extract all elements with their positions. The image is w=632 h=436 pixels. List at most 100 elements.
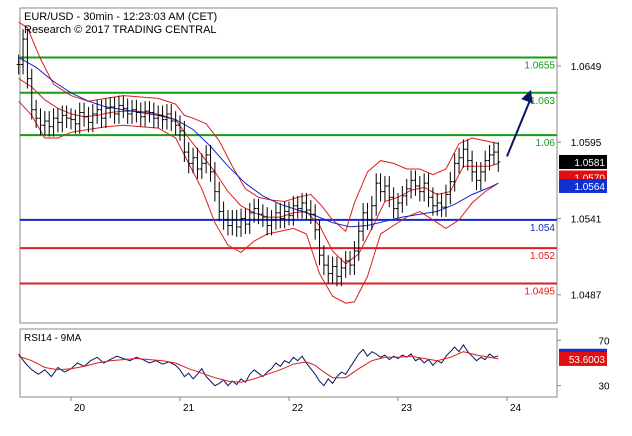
price-bar: [99, 99, 104, 129]
price-bar: [51, 108, 56, 137]
bollinger-lower-line: [18, 100, 499, 304]
price-bar: [382, 176, 387, 202]
price-bar: [86, 106, 91, 133]
price-bar: [239, 208, 244, 237]
svg-text:1.0581: 1.0581: [574, 158, 605, 169]
rsi-y-tick-label-1: 30: [598, 382, 610, 393]
price-bar: [496, 142, 501, 172]
svg-text:1.0564: 1.0564: [574, 182, 605, 193]
price-bar: [225, 209, 230, 236]
price-bar: [282, 201, 287, 229]
price-bar: [396, 193, 400, 219]
price-bar: [404, 178, 409, 206]
price-bar: [16, 54, 21, 75]
price-bar: [143, 101, 148, 127]
price-bar: [365, 202, 370, 230]
price-bar: [217, 181, 222, 222]
current-price-badge: 1.0581: [559, 154, 607, 169]
price-bar: [234, 209, 239, 237]
price-bar: [178, 115, 182, 141]
price-bar: [29, 68, 34, 120]
rsi-title: RSI14 - 9MA: [24, 333, 82, 344]
price-bar: [321, 245, 326, 275]
price-bar: [278, 202, 283, 229]
price-bar: [151, 102, 156, 129]
price-bar: [330, 256, 335, 284]
price-bar: [208, 145, 213, 182]
price-bar: [378, 173, 383, 202]
price-bar: [125, 98, 130, 124]
price-bar: [356, 221, 361, 261]
price-bar: [448, 171, 453, 205]
ma-layer: [18, 56, 499, 265]
price-bar: [295, 195, 300, 219]
price-bar: [478, 161, 483, 191]
price-bar: [34, 99, 39, 129]
price-bar: [42, 111, 47, 136]
price-bar: [64, 105, 69, 129]
x-tick-label-1: 21: [183, 403, 195, 414]
price-bar: [461, 139, 466, 168]
price-bar: [182, 121, 187, 162]
forecast-arrow-shaft: [506, 97, 532, 157]
price-bar: [483, 150, 488, 182]
moving-average-fast-line: [18, 78, 499, 265]
price-bar: [470, 150, 475, 182]
price-bar: [374, 173, 379, 216]
price-bar: [82, 102, 87, 127]
price-bar: [474, 161, 479, 191]
price-bar: [186, 142, 191, 174]
price-bar: [164, 104, 169, 130]
price-bar: [313, 204, 318, 240]
price-bar: [273, 202, 278, 230]
price-bar: [343, 250, 348, 278]
price-bar: [369, 195, 374, 230]
price-bar: [308, 200, 313, 225]
price-bar: [352, 241, 357, 275]
price-bar: [260, 204, 265, 227]
price-bar: [169, 104, 174, 131]
price-bar: [116, 95, 121, 124]
price-bar: [400, 185, 405, 213]
axes-layer: 1.0649 1.0595 1.0541 1.0487 20 21 22 23 24 70 30: [70, 62, 610, 414]
rsi-series-line-1: [18, 351, 499, 383]
price-bar: [426, 173, 431, 208]
price-bar: [265, 207, 270, 236]
price-bar: [487, 145, 492, 171]
price-bar: [60, 105, 65, 133]
price-bar: [435, 193, 440, 216]
price-bar: [103, 98, 108, 129]
price-bar: [47, 111, 52, 137]
price-bar: [173, 111, 178, 136]
price-bar: [204, 145, 209, 174]
x-tick-label-0: 20: [74, 403, 86, 414]
x-tick-label-2: 22: [292, 403, 304, 414]
price-bar: [465, 139, 470, 171]
price-y-tick-label-0: 1.0649: [571, 62, 602, 73]
rsi-badge-1: 53.6003: [559, 351, 607, 366]
price-bar: [191, 147, 196, 174]
price-bar: [195, 147, 200, 179]
chart-title: EUR/USD - 30min - 12:23:03 AM (CET): [24, 11, 217, 23]
level-label-3: 1.054: [530, 223, 555, 234]
arrow-layer: [506, 89, 533, 157]
price-bar: [247, 202, 252, 235]
price-bar: [326, 255, 331, 284]
indicator-badge-1: 1.0564: [559, 178, 607, 193]
price-bar: [391, 187, 396, 219]
price-bar: [317, 219, 322, 266]
price-bar: [21, 29, 26, 75]
price-bar: [243, 208, 248, 235]
x-tick-label-3: 23: [401, 403, 413, 414]
svg-text:53.6003: 53.6003: [569, 355, 606, 366]
level-label-4: 1.052: [530, 251, 555, 262]
price-bar: [443, 184, 448, 218]
price-bar: [90, 104, 95, 133]
price-bar: [230, 209, 235, 236]
price-bar: [334, 256, 339, 287]
price-bar: [409, 170, 414, 199]
price-bar: [69, 108, 73, 130]
price-bar: [348, 250, 353, 275]
rsi-y-tick-label-0: 70: [598, 336, 610, 347]
